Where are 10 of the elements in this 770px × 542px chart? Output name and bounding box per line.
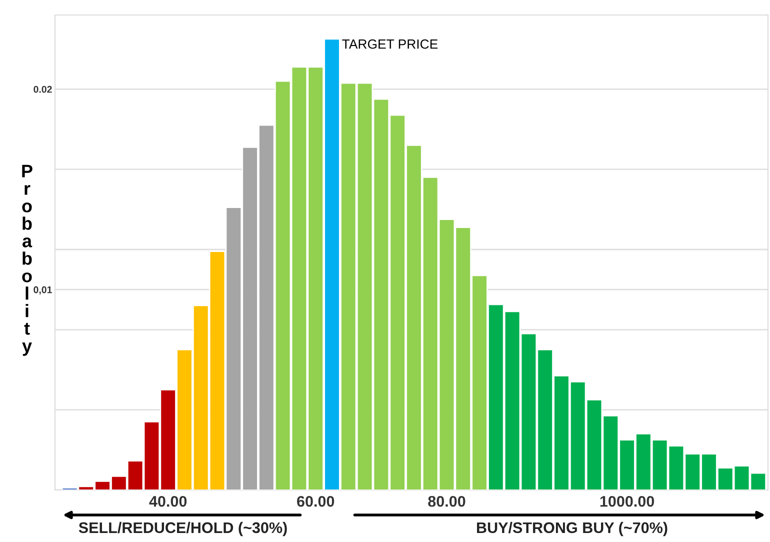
x-tick-label: 80.00 [428, 496, 466, 507]
y-tick-label: 0,01 [34, 286, 52, 295]
text: SELL/REDUCE/HOLD (~30%) [78, 522, 287, 536]
x-tick-label: 1000.00 [600, 496, 654, 507]
x-tick-label: 40.00 [149, 496, 187, 507]
x-tick-label: 60.00 [297, 496, 334, 507]
text: BUY/STRONG BUY (~70%) [477, 522, 668, 536]
annotation: TARGET PRICE [342, 39, 438, 49]
text: Probabolity [22, 164, 32, 356]
y-tick-label: 0.02 [34, 86, 52, 93]
